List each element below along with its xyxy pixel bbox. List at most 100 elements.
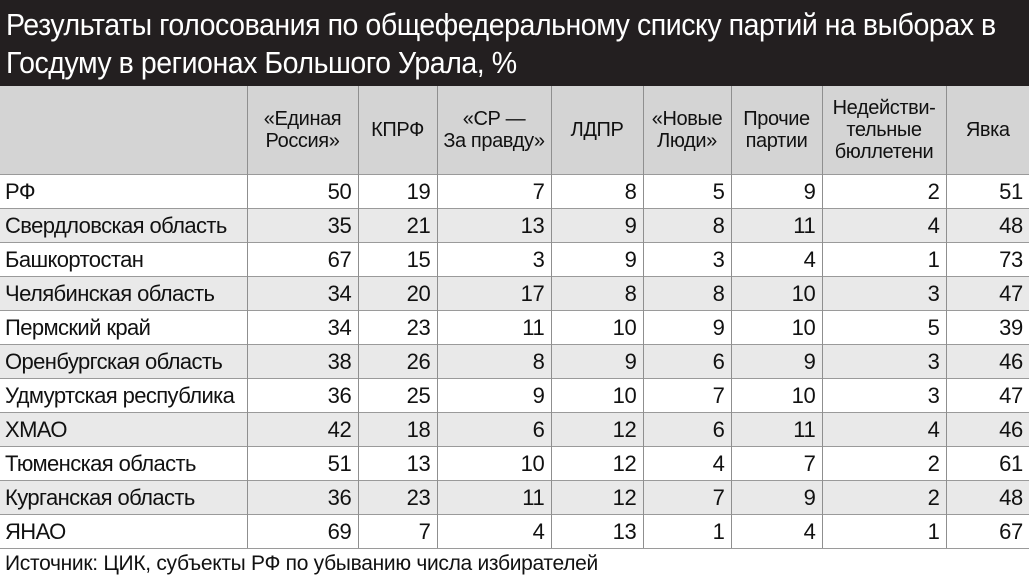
column-header-line: партии bbox=[745, 129, 808, 152]
column-header-line: «СР — bbox=[462, 107, 526, 130]
table-row: Курганская область 36 23 11 12 7 9 2 48 bbox=[0, 479, 1029, 514]
region-cell: Тюменская область bbox=[0, 445, 247, 480]
value-cell: 10 bbox=[550, 309, 643, 344]
column-header-line: За правду» bbox=[443, 129, 545, 152]
region-cell: Челябинская область bbox=[0, 275, 247, 310]
value-cell: 8 bbox=[642, 275, 731, 310]
value-cell: 19 bbox=[357, 173, 437, 208]
value-cell: 26 bbox=[357, 343, 437, 378]
title-bar: Результаты голосования по общефедерально… bbox=[0, 0, 1029, 86]
value-cell: 7 bbox=[642, 479, 731, 514]
value-cell: 10 bbox=[730, 275, 822, 310]
column-header-line: Россия» bbox=[265, 129, 340, 152]
region-cell: РФ bbox=[0, 173, 247, 208]
value-cell: 17 bbox=[436, 275, 551, 310]
value-cell: 15 bbox=[357, 241, 437, 276]
value-cell: 10 bbox=[730, 377, 822, 412]
region-cell: ЯНАО bbox=[0, 513, 247, 549]
value-cell: 11 bbox=[730, 411, 822, 446]
value-cell: 11 bbox=[436, 309, 551, 344]
column-header-line: «Новые bbox=[651, 107, 723, 130]
value-cell: 12 bbox=[550, 445, 643, 480]
value-cell: 6 bbox=[642, 411, 731, 446]
value-cell: 39 bbox=[945, 309, 1029, 344]
region-cell: ХМАО bbox=[0, 411, 247, 446]
table-row: Удмуртская республика 36 25 9 10 7 10 3 47 bbox=[0, 377, 1029, 412]
value-cell: 8 bbox=[436, 343, 551, 378]
value-cell: 9 bbox=[550, 241, 643, 276]
value-cell: 36 bbox=[246, 479, 358, 514]
value-cell: 4 bbox=[730, 241, 822, 276]
region-cell: Свердловская область bbox=[0, 207, 247, 242]
value-cell: 7 bbox=[436, 173, 551, 208]
value-cell: 50 bbox=[246, 173, 358, 208]
results-table: «Единая Россия» КПРФ «СР — За правду» ЛДПР… bbox=[0, 86, 1029, 549]
table-row: ХМАО 42 18 6 12 6 11 4 46 bbox=[0, 411, 1029, 446]
value-cell: 4 bbox=[730, 513, 822, 549]
value-cell: 13 bbox=[550, 513, 643, 549]
value-cell: 12 bbox=[550, 411, 643, 446]
column-header: ЛДПР bbox=[550, 86, 643, 174]
value-cell: 4 bbox=[821, 411, 946, 446]
value-cell: 3 bbox=[642, 241, 731, 276]
column-header: «СР — За правду» bbox=[436, 86, 551, 174]
region-cell: Удмуртская республика bbox=[0, 377, 247, 412]
column-header: Явка bbox=[945, 86, 1029, 174]
column-header: «Единая Россия» bbox=[246, 86, 358, 174]
value-cell: 5 bbox=[642, 173, 731, 208]
value-cell: 10 bbox=[436, 445, 551, 480]
column-header: Недействи-тельные бюллетени bbox=[821, 86, 946, 174]
value-cell: 11 bbox=[730, 207, 822, 242]
table-row: Свердловская область 35 21 13 9 8 11 4 48 bbox=[0, 207, 1029, 242]
value-cell: 8 bbox=[550, 173, 643, 208]
column-header-line: Явка bbox=[965, 118, 1010, 141]
table-row: Тюменская область 51 13 10 12 4 7 2 61 bbox=[0, 445, 1029, 480]
value-cell: 2 bbox=[821, 445, 946, 480]
value-cell: 51 bbox=[246, 445, 358, 480]
value-cell: 51 bbox=[945, 173, 1029, 208]
value-cell: 10 bbox=[550, 377, 643, 412]
value-cell: 38 bbox=[246, 343, 358, 378]
value-cell: 34 bbox=[246, 275, 358, 310]
value-cell: 5 bbox=[821, 309, 946, 344]
value-cell: 3 bbox=[436, 241, 551, 276]
value-cell: 20 bbox=[357, 275, 437, 310]
value-cell: 3 bbox=[821, 343, 946, 378]
value-cell: 73 bbox=[945, 241, 1029, 276]
value-cell: 9 bbox=[436, 377, 551, 412]
value-cell: 23 bbox=[357, 479, 437, 514]
region-cell: Оренбургская область bbox=[0, 343, 247, 378]
value-cell: 10 bbox=[730, 309, 822, 344]
value-cell: 35 bbox=[246, 207, 358, 242]
table-row: Челябинская область 34 20 17 8 8 10 3 47 bbox=[0, 275, 1029, 310]
value-cell: 8 bbox=[642, 207, 731, 242]
value-cell: 9 bbox=[550, 343, 643, 378]
value-cell: 47 bbox=[945, 275, 1029, 310]
value-cell: 67 bbox=[246, 241, 358, 276]
value-cell: 36 bbox=[246, 377, 358, 412]
value-cell: 9 bbox=[730, 173, 822, 208]
value-cell: 7 bbox=[642, 377, 731, 412]
column-header: «Новые Люди» bbox=[642, 86, 731, 174]
value-cell: 9 bbox=[730, 343, 822, 378]
column-header-line: Прочие bbox=[743, 107, 810, 130]
value-cell: 18 bbox=[357, 411, 437, 446]
value-cell: 21 bbox=[357, 207, 437, 242]
value-cell: 1 bbox=[642, 513, 731, 549]
value-cell: 48 bbox=[945, 207, 1029, 242]
value-cell: 2 bbox=[821, 479, 946, 514]
value-cell: 25 bbox=[357, 377, 437, 412]
header-corner bbox=[0, 86, 247, 174]
region-cell: Башкортостан bbox=[0, 241, 247, 276]
value-cell: 46 bbox=[945, 411, 1029, 446]
value-cell: 13 bbox=[357, 445, 437, 480]
value-cell: 46 bbox=[945, 343, 1029, 378]
value-cell: 3 bbox=[821, 377, 946, 412]
value-cell: 9 bbox=[550, 207, 643, 242]
value-cell: 1 bbox=[821, 513, 946, 549]
table-row: Башкортостан 67 15 3 9 3 4 1 73 bbox=[0, 241, 1029, 276]
table-row: ЯНАО 69 7 4 13 1 4 1 67 bbox=[0, 513, 1029, 549]
column-header-line: тельные bbox=[846, 118, 922, 141]
value-cell: 6 bbox=[642, 343, 731, 378]
value-cell: 12 bbox=[550, 479, 643, 514]
